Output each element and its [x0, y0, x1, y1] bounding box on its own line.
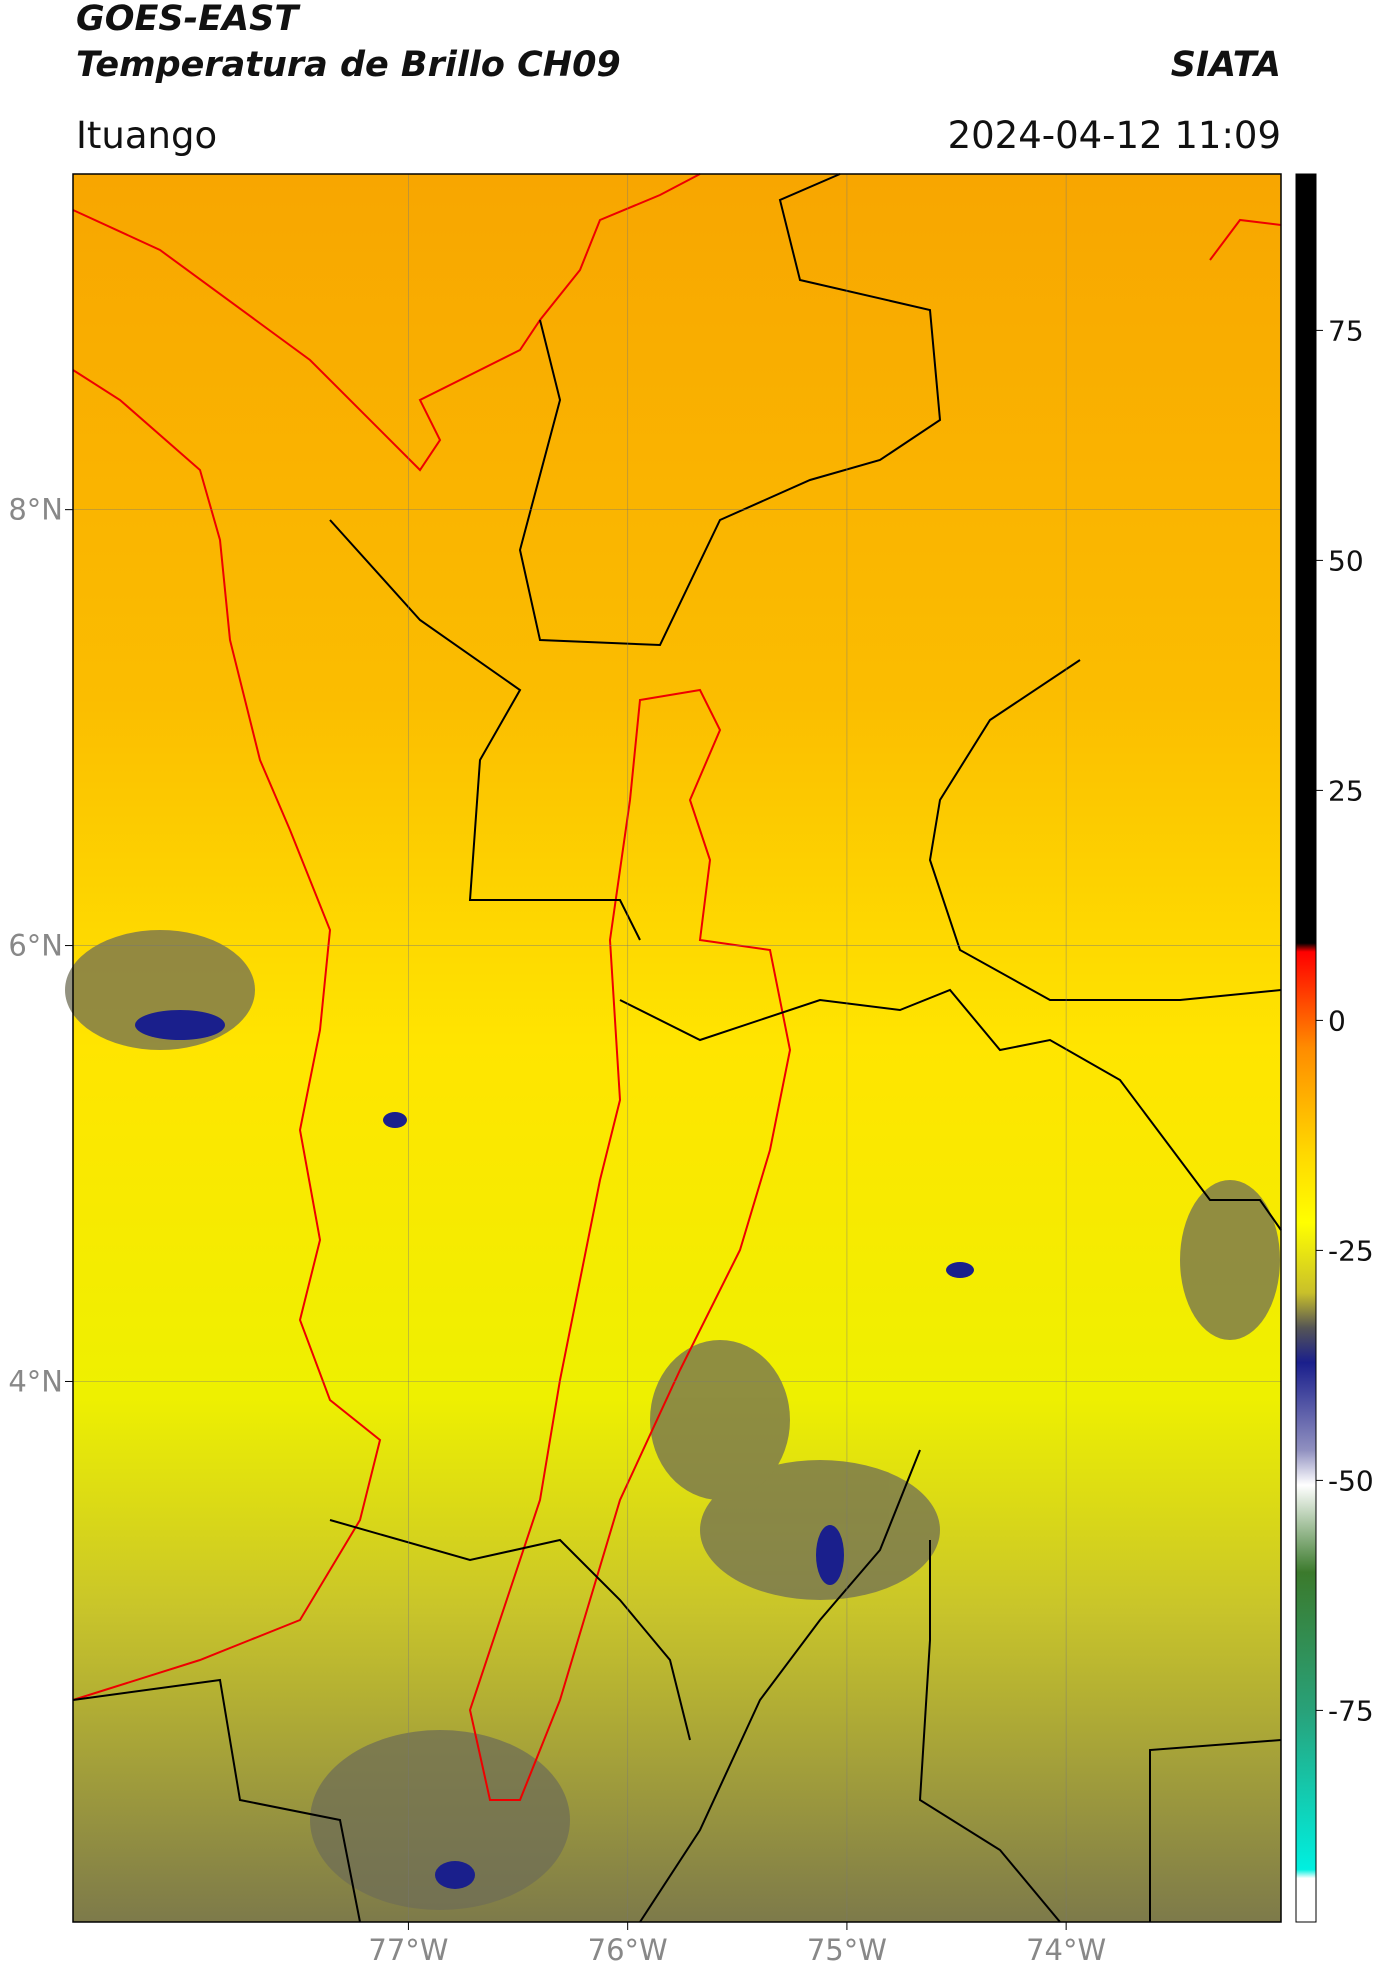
- y-tick-label: 4°N: [8, 1364, 63, 1398]
- grid: [73, 174, 1281, 1922]
- title: GOES-EAST: [76, 0, 301, 39]
- colorbar-scale: [1295, 173, 1317, 1923]
- cold-cores: [135, 1010, 974, 1889]
- region: Ituango: [76, 114, 217, 157]
- colorbar-tick-label: -50: [1328, 1464, 1374, 1497]
- temperature-field: [73, 174, 1281, 1922]
- x-tick-label: 74°W: [1026, 1933, 1106, 1967]
- subtitle: Temperatura de Brillo CH09: [76, 45, 621, 85]
- x-tick-label: 77°W: [368, 1933, 448, 1967]
- source: SIATA: [1171, 45, 1281, 85]
- x-tick-label: 76°W: [588, 1933, 668, 1967]
- colorbar-tick-label: -75: [1328, 1694, 1374, 1727]
- datetime: 2024-04-12 11:09: [948, 114, 1281, 157]
- map-frame: [72, 173, 1282, 1923]
- coastline: [72, 173, 1282, 1801]
- cloud-areas: [65, 930, 1280, 1910]
- map: [65, 173, 1282, 1923]
- colorbar-tick-label: 50: [1328, 544, 1364, 577]
- colorbar: [1295, 173, 1317, 1923]
- colorbar-tick-label: 75: [1328, 314, 1364, 347]
- x-tick-label: 75°W: [807, 1933, 887, 1967]
- y-tick-label: 6°N: [8, 929, 63, 963]
- colorbar-tick-label: 0: [1328, 1004, 1346, 1037]
- y-tick-label: 8°N: [8, 493, 63, 527]
- boundaries: [72, 173, 1282, 1923]
- colorbar-tick-label: -25: [1328, 1234, 1374, 1267]
- colorbar-tick-label: 25: [1328, 774, 1364, 807]
